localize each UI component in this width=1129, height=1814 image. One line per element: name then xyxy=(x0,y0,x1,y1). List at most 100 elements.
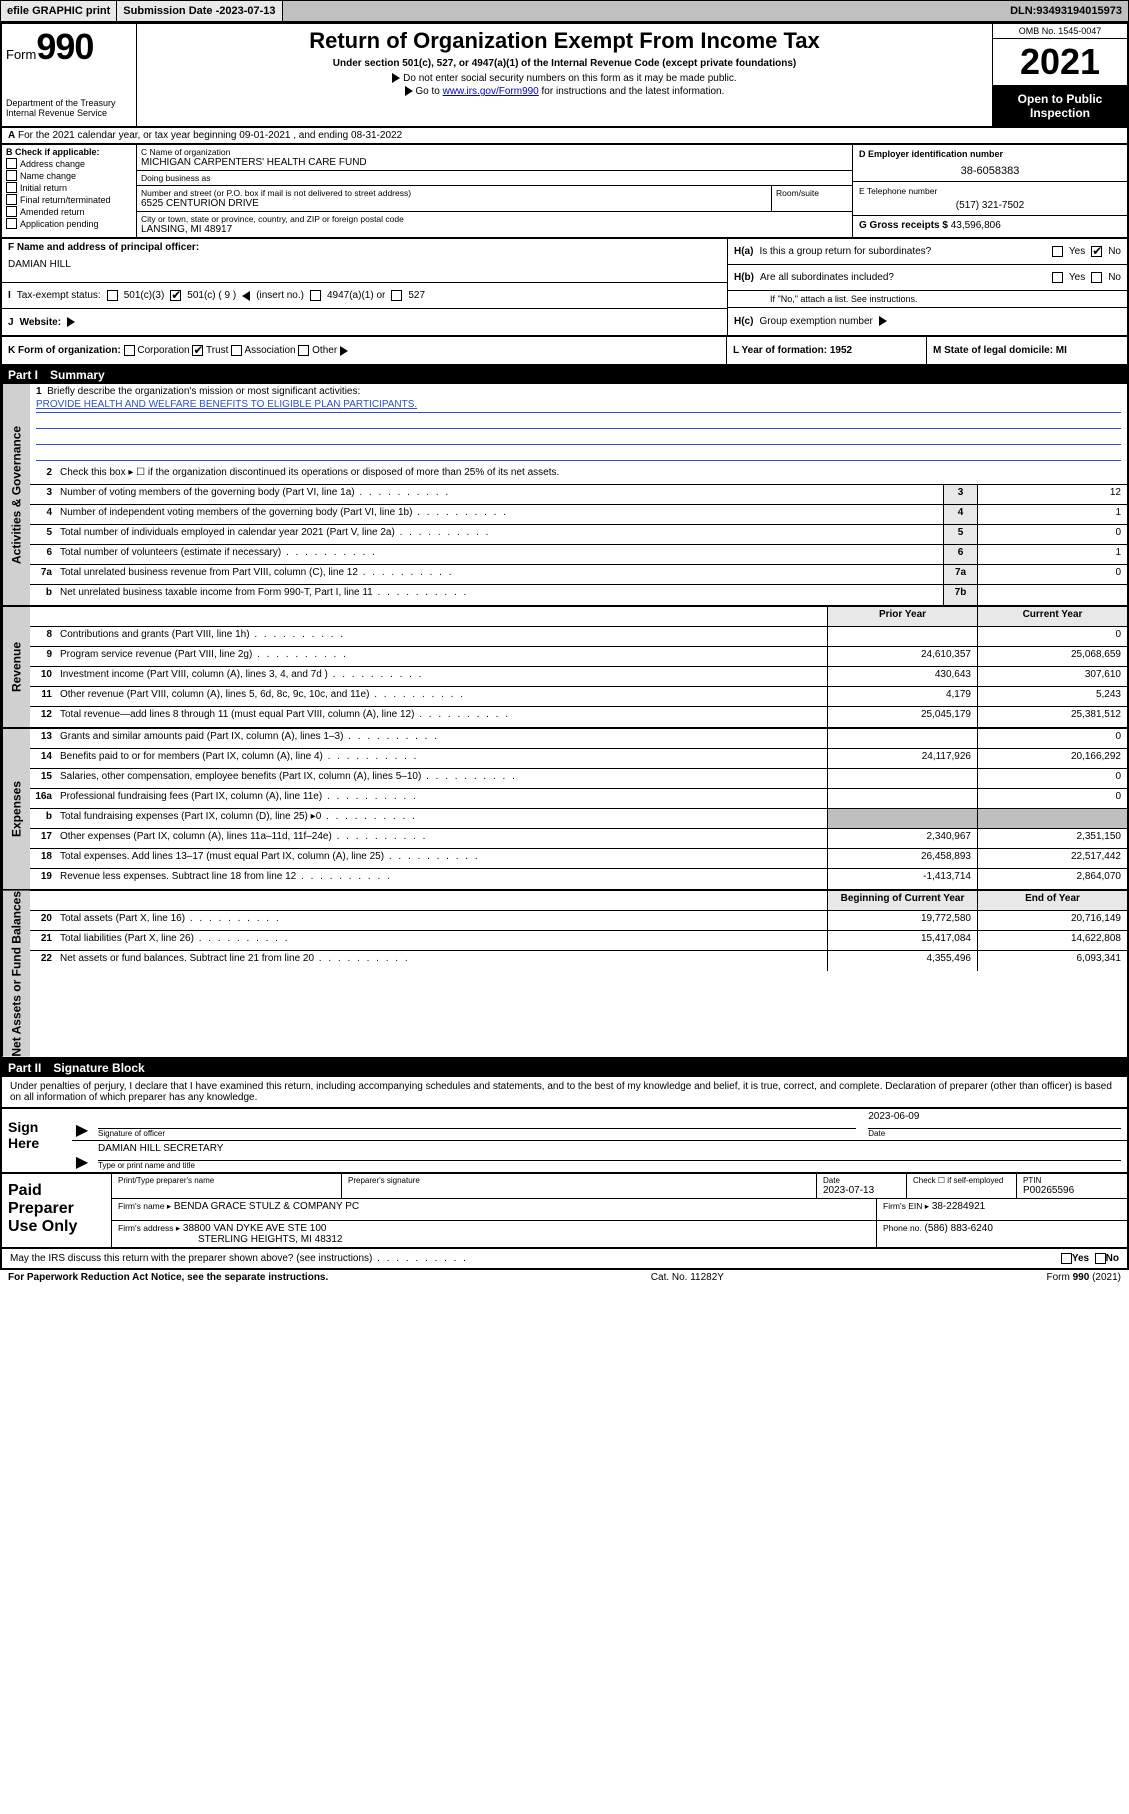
table-row: bTotal fundraising expenses (Part IX, co… xyxy=(30,809,1127,829)
signature-line[interactable] xyxy=(98,1111,856,1129)
checkbox-discuss-no[interactable] xyxy=(1095,1253,1106,1264)
dln: DLN: 93493194015973 xyxy=(1004,1,1128,21)
form-number: Form990 xyxy=(6,26,132,68)
sign-here-block: Sign Here ▶ Signature of officer 2023-06… xyxy=(0,1109,1129,1174)
city-state-zip: LANSING, MI 48917 xyxy=(141,224,848,235)
arrow-icon: ▶ xyxy=(72,1141,92,1172)
firm-address1: 38800 VAN DYKE AVE STE 100 xyxy=(183,1223,327,1234)
paid-preparer-block: Paid Preparer Use Only Print/Type prepar… xyxy=(0,1174,1129,1249)
sig-date: 2023-06-09 xyxy=(868,1111,1121,1129)
vtab-netassets: Net Assets or Fund Balances xyxy=(2,891,30,1057)
table-row: 19Revenue less expenses. Subtract line 1… xyxy=(30,869,1127,889)
table-row: 16aProfessional fundraising fees (Part I… xyxy=(30,789,1127,809)
triangle-icon xyxy=(340,346,348,356)
self-employed-check[interactable]: Check ☐ if self-employed xyxy=(907,1174,1017,1198)
omb-number: OMB No. 1545-0047 xyxy=(993,24,1127,39)
checkbox-amended[interactable] xyxy=(6,206,17,217)
may-irs-discuss: May the IRS discuss this return with the… xyxy=(0,1249,1129,1270)
ssn-note: Do not enter social security numbers on … xyxy=(143,73,986,84)
table-row: 15Salaries, other compensation, employee… xyxy=(30,769,1127,789)
state-domicile: M State of legal domicile: MI xyxy=(927,337,1127,364)
checkbox-corp[interactable] xyxy=(124,345,135,356)
section-deg: D Employer identification number 38-6058… xyxy=(852,145,1127,237)
table-row: 13Grants and similar amounts paid (Part … xyxy=(30,729,1127,749)
part2-header: Part II Signature Block xyxy=(0,1059,1129,1077)
table-row: 17Other expenses (Part IX, column (A), l… xyxy=(30,829,1127,849)
arrow-icon: ▶ xyxy=(72,1109,92,1140)
table-row: 7aTotal unrelated business revenue from … xyxy=(30,565,1127,585)
vtab-expenses: Expenses xyxy=(2,729,30,889)
ptin: P00265596 xyxy=(1023,1185,1121,1196)
tax-year: 2021 xyxy=(993,39,1127,86)
checkbox-app-pending[interactable] xyxy=(6,218,17,229)
form-subtitle: Under section 501(c), 527, or 4947(a)(1)… xyxy=(143,58,986,69)
paid-preparer-label: Paid Preparer Use Only xyxy=(2,1174,112,1247)
checkbox-initial-return[interactable] xyxy=(6,182,17,193)
irs-link[interactable]: www.irs.gov/Form990 xyxy=(443,86,539,97)
checkbox-trust[interactable] xyxy=(192,345,203,356)
submission-date: Submission Date - 2023-07-13 xyxy=(117,1,282,21)
form-title: Return of Organization Exempt From Incom… xyxy=(143,28,986,54)
table-row: 3Number of voting members of the governi… xyxy=(30,485,1127,505)
checkbox-hb-no[interactable] xyxy=(1091,272,1102,283)
triangle-icon xyxy=(67,317,75,327)
section-klm: K Form of organization: Corporation Trus… xyxy=(0,337,1129,366)
page-footer: For Paperwork Reduction Act Notice, see … xyxy=(0,1270,1129,1285)
section-b: B Check if applicable: Address change Na… xyxy=(2,145,137,237)
table-row: 21Total liabilities (Part X, line 26)15,… xyxy=(30,931,1127,951)
checkbox-4947[interactable] xyxy=(310,290,321,301)
checkbox-final-return[interactable] xyxy=(6,194,17,205)
checkbox-assoc[interactable] xyxy=(231,345,242,356)
table-row: 22Net assets or fund balances. Subtract … xyxy=(30,951,1127,971)
col-eoy: End of Year xyxy=(977,891,1127,910)
street-address: 6525 CENTURION DRIVE xyxy=(141,198,767,209)
year-formation: L Year of formation: 1952 xyxy=(727,337,927,364)
checkbox-discuss-yes[interactable] xyxy=(1061,1253,1072,1264)
prep-date: 2023-07-13 xyxy=(823,1185,900,1196)
firm-address2: STERLING HEIGHTS, MI 48312 xyxy=(198,1234,343,1245)
part1-expenses: Expenses 13Grants and similar amounts pa… xyxy=(0,729,1129,891)
firm-phone: (586) 883-6240 xyxy=(925,1223,993,1234)
checkbox-ha-yes[interactable] xyxy=(1052,246,1063,257)
telephone: (517) 321-7502 xyxy=(859,196,1121,211)
triangle-icon xyxy=(392,73,400,83)
table-row: 12Total revenue—add lines 8 through 11 (… xyxy=(30,707,1127,727)
table-row: 6Total number of volunteers (estimate if… xyxy=(30,545,1127,565)
checkbox-other[interactable] xyxy=(298,345,309,356)
principal-officer: DAMIAN HILL xyxy=(8,259,71,270)
goto-note: Go to www.irs.gov/Form990 for instructio… xyxy=(143,86,986,97)
checkbox-name-change[interactable] xyxy=(6,170,17,181)
mission-block: 1 Briefly describe the organization's mi… xyxy=(30,384,1127,465)
checkbox-address-change[interactable] xyxy=(6,158,17,169)
triangle-icon xyxy=(242,291,250,301)
table-row: bNet unrelated business taxable income f… xyxy=(30,585,1127,605)
triangle-icon xyxy=(879,316,887,326)
line-a: A For the 2021 calendar year, or tax yea… xyxy=(0,128,1129,145)
checkbox-hb-yes[interactable] xyxy=(1052,272,1063,283)
vtab-governance: Activities & Governance xyxy=(2,384,30,605)
efile-print-button[interactable]: efile GRAPHIC print xyxy=(1,1,117,21)
triangle-icon xyxy=(405,86,413,96)
table-row: 20Total assets (Part X, line 16)19,772,5… xyxy=(30,911,1127,931)
table-row: 5Total number of individuals employed in… xyxy=(30,525,1127,545)
officer-name: DAMIAN HILL SECRETARY xyxy=(98,1143,1121,1161)
table-row: 18Total expenses. Add lines 13–17 (must … xyxy=(30,849,1127,869)
part1-governance: Activities & Governance 1 Briefly descri… xyxy=(0,384,1129,607)
firm-name: BENDA GRACE STULZ & COMPANY PC xyxy=(174,1201,359,1212)
perjury-declaration: Under penalties of perjury, I declare th… xyxy=(0,1077,1129,1109)
checkbox-ha-no[interactable] xyxy=(1091,246,1102,257)
checkbox-527[interactable] xyxy=(391,290,402,301)
open-to-public: Open to Public Inspection xyxy=(993,86,1127,126)
col-prior-year: Prior Year xyxy=(827,607,977,626)
form-header: Form990 Department of the Treasury Inter… xyxy=(0,22,1129,128)
vtab-revenue: Revenue xyxy=(2,607,30,727)
checkbox-501c3[interactable] xyxy=(107,290,118,301)
dept-treasury: Department of the Treasury xyxy=(6,98,132,108)
table-row: 14Benefits paid to or for members (Part … xyxy=(30,749,1127,769)
org-name: MICHIGAN CARPENTERS' HEALTH CARE FUND xyxy=(141,157,848,168)
checkbox-501c[interactable] xyxy=(170,290,181,301)
part1-header: Part I Summary xyxy=(0,366,1129,384)
sign-here-label: Sign Here xyxy=(2,1109,72,1172)
table-row: 4Number of independent voting members of… xyxy=(30,505,1127,525)
section-bcdeg: B Check if applicable: Address change Na… xyxy=(0,145,1129,239)
